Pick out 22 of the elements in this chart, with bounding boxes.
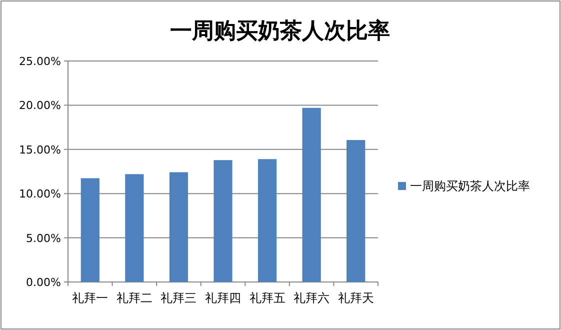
y-tick-label: 25.00% xyxy=(19,55,61,68)
x-tick-label: 礼拜一 xyxy=(72,291,108,305)
x-tick-label: 礼拜四 xyxy=(205,291,241,305)
bar xyxy=(302,108,321,282)
x-tick-label: 礼拜天 xyxy=(338,291,374,305)
chart-title: 一周购买奶茶人次比率 xyxy=(170,18,390,44)
bar xyxy=(80,178,100,282)
legend-label: 一周购买奶茶人次比率 xyxy=(410,179,530,193)
y-tick-label: 15.00% xyxy=(19,143,61,156)
x-tick-label: 礼拜三 xyxy=(160,291,197,305)
y-tick-label: 0.00% xyxy=(26,276,61,289)
bar xyxy=(169,172,188,282)
bar xyxy=(125,174,144,282)
x-tick-label: 礼拜六 xyxy=(294,291,330,305)
y-tick-label: 10.00% xyxy=(19,188,61,201)
bar xyxy=(346,140,366,282)
bar xyxy=(214,160,232,282)
x-tick-label: 礼拜五 xyxy=(249,291,286,305)
y-tick-label: 20.00% xyxy=(19,99,61,112)
bar xyxy=(258,159,277,282)
x-tick-label: 礼拜二 xyxy=(116,291,152,305)
y-tick-label: 5.00% xyxy=(26,232,61,245)
